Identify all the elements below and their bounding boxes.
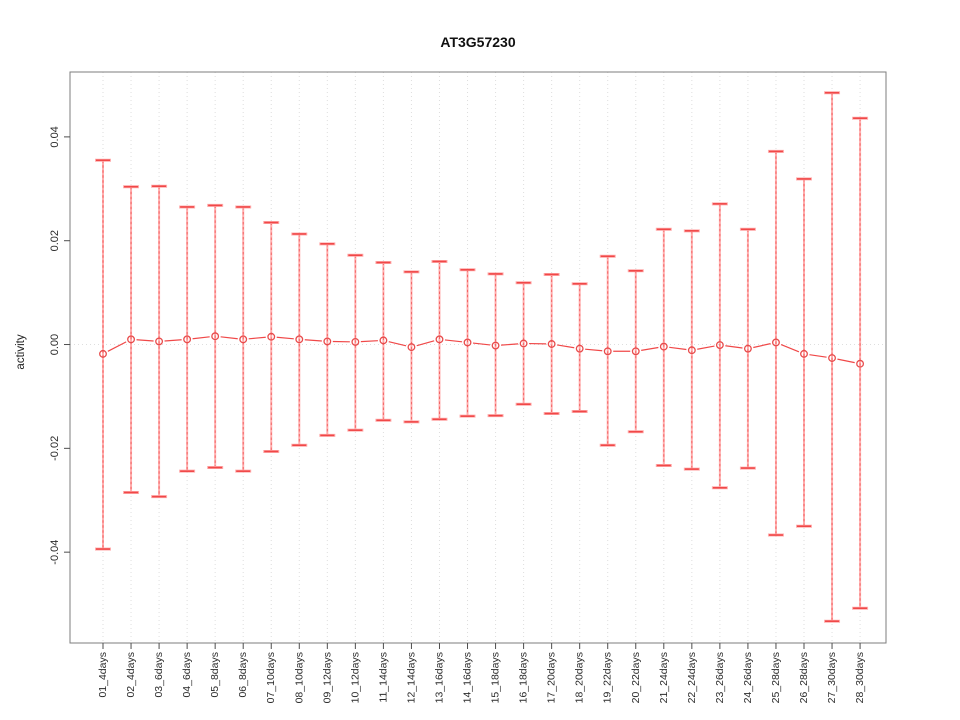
x-tick-label: 15_18days	[490, 652, 502, 703]
x-tick-label: 01_4days	[97, 652, 109, 698]
series-segment	[444, 339, 463, 343]
data-point	[856, 359, 865, 368]
x-tick-label: 13_16days	[433, 652, 445, 703]
x-tick-label: 12_14days	[405, 652, 417, 703]
series-segment	[388, 341, 407, 347]
data-point	[687, 346, 696, 355]
series-segment	[641, 346, 659, 351]
x-tick-label: 03_6days	[153, 652, 165, 698]
data-point	[519, 339, 528, 348]
series-segment	[725, 345, 743, 349]
chart-title: AT3G57230	[440, 34, 516, 50]
data-point	[603, 347, 612, 356]
x-tick-label: 02_4days	[125, 652, 137, 698]
x-tick-label: 28_30days	[854, 652, 866, 703]
x-tick-label: 18_20days	[574, 652, 586, 703]
series-segment	[220, 336, 238, 340]
data-point	[295, 335, 304, 344]
data-point	[211, 332, 220, 341]
data-point	[379, 336, 388, 345]
data-point	[659, 342, 668, 351]
series-segment	[192, 336, 210, 340]
data-point	[351, 337, 360, 346]
x-tick-label: 22_24days	[686, 652, 698, 703]
data-point	[547, 340, 556, 348]
series-segment	[164, 339, 182, 342]
series-segment	[136, 339, 154, 342]
data-point	[715, 341, 724, 349]
series-segment	[416, 340, 435, 347]
series-segment	[697, 345, 715, 350]
series-segment	[809, 354, 827, 358]
x-tick-label: 08_10days	[293, 652, 305, 703]
series-segment	[556, 344, 575, 349]
series-segment	[360, 340, 378, 343]
data-point	[155, 337, 164, 346]
x-tick-label: 25_28days	[770, 652, 782, 703]
data-point	[491, 341, 500, 350]
x-tick-label: 26_28days	[798, 652, 810, 703]
y-tick-label: 0.00	[49, 334, 61, 355]
data-point	[575, 344, 584, 353]
series-segment	[753, 343, 771, 349]
series-segment	[501, 343, 519, 346]
data-point	[631, 347, 640, 356]
data-point	[772, 338, 780, 347]
x-tick-label: 24_26days	[742, 652, 754, 703]
series-segment	[304, 339, 322, 342]
data-point	[407, 343, 416, 352]
x-tick-label: 23_26days	[714, 652, 726, 703]
series-segment	[837, 358, 855, 364]
series-segment	[248, 336, 266, 340]
data-point	[127, 335, 135, 344]
plot-frame	[69, 71, 887, 644]
x-tick-label: 20_22days	[630, 652, 642, 703]
data-point	[800, 349, 808, 358]
data-point	[267, 332, 276, 341]
y-tick-label: 0.04	[49, 126, 61, 147]
y-tick-label: 0.02	[49, 230, 61, 251]
x-tick-label: 14_16days	[462, 652, 474, 703]
x-tick-label: 16_18days	[518, 652, 530, 703]
data-point	[463, 338, 472, 347]
data-point	[99, 349, 107, 358]
y-tick-label: -0.02	[49, 436, 61, 461]
x-tick-label: 19_22days	[602, 652, 614, 703]
series-segment	[472, 342, 491, 346]
x-tick-label: 10_12days	[349, 652, 361, 703]
x-tick-label: 04_6days	[181, 652, 193, 698]
x-tick-label: 27_30days	[826, 652, 838, 703]
x-tick-label: 11_14days	[377, 652, 389, 703]
x-tick-label: 17_20days	[546, 652, 558, 703]
data-point	[239, 335, 248, 344]
data-point	[435, 335, 444, 344]
series-segment	[276, 336, 294, 340]
data-point	[828, 354, 836, 362]
series-segment	[780, 343, 800, 353]
data-point	[183, 335, 192, 344]
series-segment	[107, 341, 127, 352]
y-tick-label: -0.04	[49, 540, 61, 565]
x-tick-label: 07_10days	[265, 652, 277, 703]
series-segment	[585, 348, 603, 352]
x-tick-label: 05_8days	[209, 652, 221, 698]
data-point	[743, 344, 752, 353]
data-point	[323, 337, 332, 346]
x-tick-label: 09_12days	[321, 652, 333, 703]
x-tick-label: 21_24days	[658, 652, 670, 703]
series-segment	[669, 346, 687, 351]
x-tick-label: 06_8days	[237, 652, 249, 698]
